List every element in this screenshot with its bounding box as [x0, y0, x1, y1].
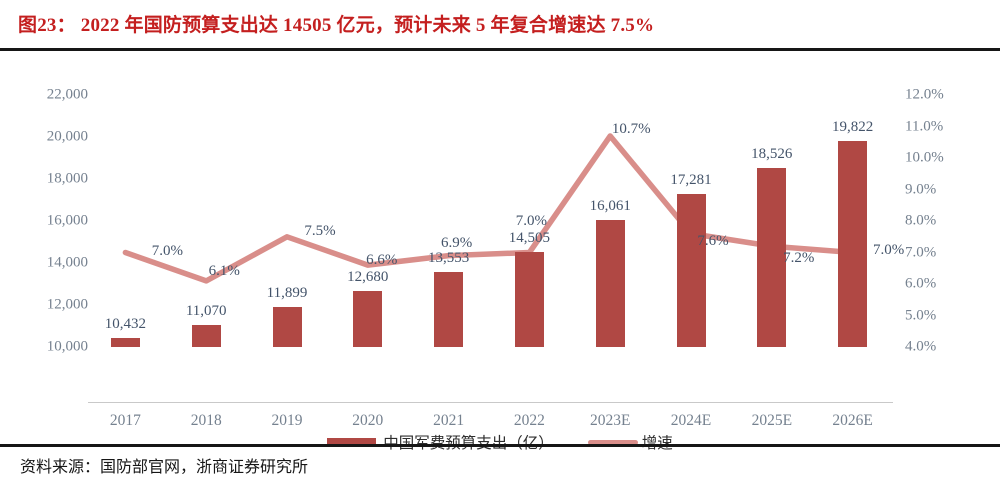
- growth-rate-label: 6.1%: [208, 262, 240, 279]
- right-axis-tick: 5.0%: [905, 307, 937, 323]
- footer-divider: [0, 444, 1000, 447]
- growth-rate-label: 6.9%: [440, 234, 473, 251]
- bar-2025E: [757, 167, 787, 347]
- x-axis-label-2023E: 2023E: [589, 412, 631, 429]
- left-axis-tick: 10,000: [46, 338, 88, 355]
- bar-value-label: 17,281: [670, 172, 712, 189]
- title-divider: [0, 48, 1000, 51]
- x-axis-label-2025E: 2025E: [751, 412, 793, 429]
- right-axis-tick: 10.0%: [905, 149, 944, 166]
- bar-2018: [191, 324, 221, 347]
- defense-budget-chart: 22,000 20,000 18,000 16,000 14,000 12,000 10,0…: [0, 55, 1000, 452]
- x-axis-label-2021: 2021: [433, 412, 465, 429]
- bar-value-label: 16,061: [589, 197, 631, 214]
- growth-rate-line: [122, 133, 856, 284]
- right-axis-tick: 8.0%: [905, 212, 937, 229]
- growth-rate-label: 7.6%: [697, 232, 729, 249]
- bar-2024E: [676, 194, 706, 347]
- bar-2020: [353, 290, 383, 347]
- bar-2026E: [838, 140, 868, 347]
- left-axis-tick: 18,000: [46, 170, 88, 187]
- bar-value-label: 14,505: [508, 230, 551, 247]
- bar-2022: [514, 252, 544, 347]
- bar-2019: [272, 307, 302, 347]
- right-axis-tick: 11.0%: [905, 118, 944, 134]
- bar-value-label: 13,553: [427, 250, 470, 267]
- legend-line-label: 增速: [642, 431, 673, 453]
- x-axis-label-2019: 2019: [271, 412, 303, 429]
- x-axis-label-2022: 2022: [513, 412, 545, 429]
- left-axis-tick: 16,000: [46, 212, 88, 229]
- x-axis-label-2026E: 2026E: [832, 412, 873, 429]
- figure-title: 图23： 2022 年国防预算支出达 14505 亿元，预计未来 5 年复合增速…: [18, 15, 655, 36]
- bar-value-label: 11,899: [266, 285, 308, 302]
- right-axis-tick: 6.0%: [905, 275, 937, 292]
- line-series-swatch-icon: [587, 439, 638, 445]
- bar-value-label: 18,526: [751, 145, 793, 162]
- chart-legend: 中国军费预算支出（亿） 增速: [0, 431, 1000, 453]
- right-axis-tick: 4.0%: [905, 338, 937, 355]
- legend-bar-label: 中国军费预算支出（亿）: [383, 431, 554, 453]
- growth-rate-label: 6.6%: [366, 251, 398, 268]
- left-axis-tick: 14,000: [46, 254, 88, 271]
- x-axis-label-2024E: 2024E: [670, 412, 712, 429]
- x-axis-label-2020: 2020: [352, 412, 384, 429]
- growth-rate-label: 7.2%: [783, 249, 815, 266]
- growth-rate-label: 7.0%: [872, 241, 905, 258]
- x-axis-label-2017: 2017: [109, 412, 141, 429]
- right-axis-tick: 12.0%: [905, 86, 944, 103]
- bar-series-swatch-icon: [327, 437, 377, 447]
- growth-rate-label: 7.5%: [304, 222, 336, 239]
- bar-value-label: 10,432: [104, 315, 147, 332]
- bar-value-label: 11,070: [185, 302, 227, 319]
- x-axis-line: [88, 402, 893, 403]
- bar-2021: [434, 272, 464, 347]
- left-axis-tick: 12,000: [46, 296, 88, 313]
- growth-rate-label: 10.7%: [611, 120, 651, 137]
- source-note: 资料来源：国防部官网，浙商证券研究所: [20, 459, 309, 476]
- right-axis-tick: 7.0%: [905, 244, 937, 260]
- bar-value-label: 12,680: [347, 268, 389, 285]
- right-axis-tick: 9.0%: [905, 181, 937, 197]
- x-axis-label-2018: 2018: [190, 412, 222, 429]
- bar-value-label: 19,822: [831, 118, 874, 135]
- legend-item-bars: 中国军费预算支出（亿）: [327, 431, 554, 453]
- growth-rate-label: 7.0%: [515, 212, 548, 229]
- bar-2023E: [595, 219, 625, 347]
- legend-item-line: 增速: [587, 431, 673, 453]
- left-axis-tick: 20,000: [46, 128, 88, 145]
- left-axis-tick: 22,000: [46, 86, 88, 103]
- bar-2017: [110, 337, 140, 347]
- growth-rate-label: 7.0%: [151, 242, 184, 259]
